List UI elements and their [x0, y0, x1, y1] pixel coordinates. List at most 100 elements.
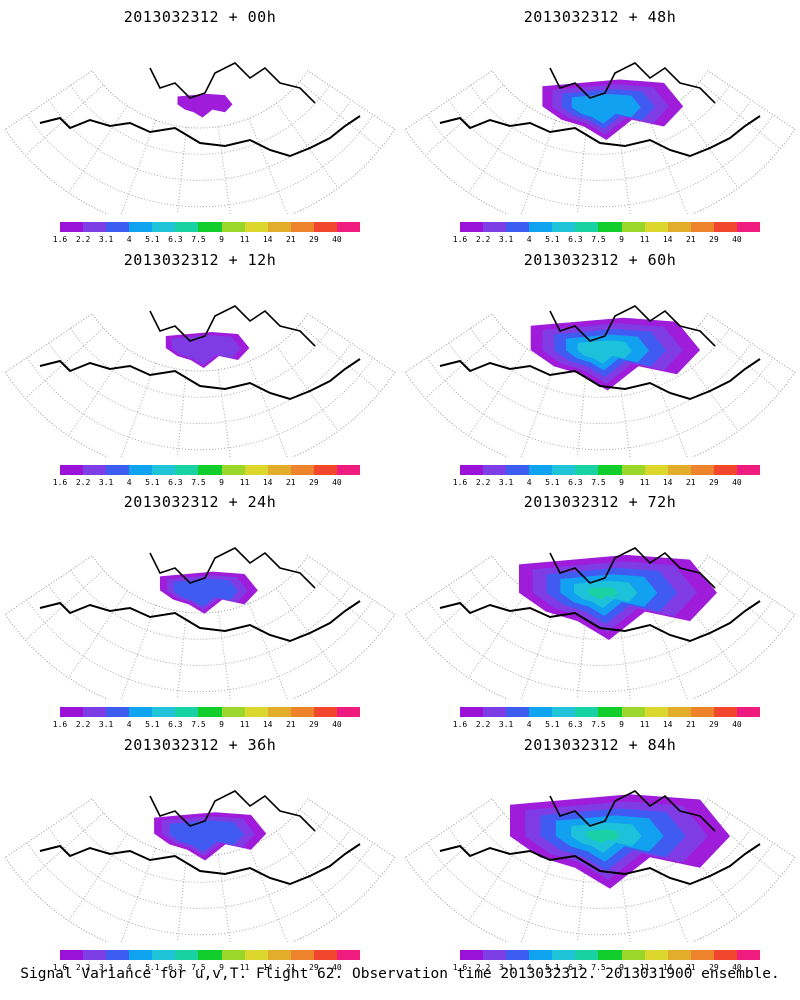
colorbar-tick-label: 21 [285, 720, 296, 729]
colorbar-swatch [313, 465, 337, 475]
colorbar-swatch [336, 222, 361, 232]
colorbar-swatch [598, 222, 622, 232]
variance-map [404, 547, 796, 699]
colorbar-tick-label: 11 [239, 720, 250, 729]
colorbar-swatch [129, 707, 153, 717]
colorbar-swatch [483, 950, 507, 960]
colorbar-tick-label: 40 [332, 720, 342, 729]
panel-title: 2013032312 + 24h [123, 493, 277, 511]
colorbar-swatch [506, 950, 530, 960]
forecast-panel: 2013032312 + 24h 1.6 2.2 3.1 4 5.1 6.3 7.5 9 11 14… [0, 485, 400, 730]
colorbar-tick-label: 11 [639, 235, 650, 244]
colorbar-swatch [244, 950, 268, 960]
colorbar-tick-label: 9 [219, 720, 224, 729]
colorbar-swatch [152, 222, 176, 232]
colorbar-tick-label: 14 [262, 235, 273, 244]
colorbar-tick-label: 4 [126, 720, 132, 729]
colorbar-tick-label: 4 [526, 963, 532, 972]
colorbar-swatch [460, 222, 484, 232]
colorbar-swatch [198, 465, 222, 475]
colorbar-swatch [575, 707, 599, 717]
variance-map [404, 62, 796, 214]
colorbar-swatch [483, 707, 507, 717]
colorbar-swatch [690, 950, 714, 960]
panel-title: 2013032312 + 84h [523, 736, 677, 754]
forecast-panel: 2013032312 + 00h 1.6 2.2 3.1 4 5.1 6.3 7.5 9 11 14… [0, 0, 400, 245]
colorbar-tick-label: 4 [526, 235, 532, 244]
variance-map [4, 790, 396, 942]
colorbar-tick-label: 5.1 [545, 720, 560, 729]
colorbar-swatch [60, 465, 84, 475]
colorbar-tick-label: 21 [685, 963, 696, 972]
colorbar-swatch [175, 222, 199, 232]
colorbar-swatch [713, 950, 737, 960]
colorbar-tick-label: 7.5 [591, 235, 606, 244]
colorbar-swatch [529, 222, 553, 232]
colorbar-tick-label: 9 [619, 235, 624, 244]
panel-title: 2013032312 + 36h [123, 736, 277, 754]
colorbar-tick-label: 2.2 [75, 478, 91, 487]
colorbar-tick-label: 1.6 [52, 478, 68, 487]
colorbar-swatch [460, 950, 484, 960]
colorbar-tick-label: 2.2 [475, 235, 491, 244]
colorbar-swatch [336, 465, 361, 475]
colorbar-labels: 1.6 2.2 3.1 4 5.1 6.3 7.5 9 11 14 21 29 40 [453, 478, 760, 488]
colorbar [460, 465, 761, 475]
colorbar-swatch [598, 950, 622, 960]
colorbar-swatch [106, 222, 130, 232]
colorbar-tick-label: 6.3 [568, 478, 583, 487]
colorbar-swatch [198, 222, 222, 232]
colorbar-swatch [83, 707, 107, 717]
colorbar-tick-label: 29 [709, 235, 719, 244]
colorbar-tick-label: 3.1 [498, 478, 514, 487]
colorbar-swatch [267, 465, 291, 475]
figure-caption: Signal Variance for u,v,T. Flight 62. Ob… [20, 966, 780, 982]
colorbar-swatch [575, 950, 599, 960]
colorbar-swatch [60, 222, 84, 232]
colorbar-tick-label: 14 [662, 478, 673, 487]
colorbar-tick-label: 21 [685, 720, 696, 729]
colorbar-tick-label: 6.3 [568, 720, 583, 729]
colorbar-swatch [129, 465, 153, 475]
colorbar-tick-label: 6.3 [168, 720, 183, 729]
colorbar-swatch [83, 465, 107, 475]
colorbar-tick-label: 2.2 [75, 963, 91, 972]
colorbar-tick-label: 9 [619, 478, 624, 487]
colorbar-tick-label: 40 [332, 235, 342, 244]
colorbar-swatch [244, 465, 268, 475]
colorbar-tick-label: 40 [732, 235, 742, 244]
colorbar-swatch [336, 707, 361, 717]
colorbar-swatch [290, 465, 314, 475]
colorbar-swatch [106, 950, 130, 960]
colorbar-tick-label: 5.1 [145, 963, 160, 972]
colorbar-swatch [552, 222, 576, 232]
colorbar-tick-label: 7.5 [591, 720, 606, 729]
colorbar-swatch [221, 222, 245, 232]
colorbar-labels: 1.6 2.2 3.1 4 5.1 6.3 7.5 9 11 14 21 29 40 [53, 720, 360, 730]
colorbar-tick-label: 7.5 [191, 235, 206, 244]
colorbar-tick-label: 1.6 [452, 478, 468, 487]
colorbar-tick-label: 29 [309, 235, 319, 244]
colorbar-swatch [529, 950, 553, 960]
colorbar-tick-label: 5.1 [145, 235, 160, 244]
colorbar-tick-label: 7.5 [591, 478, 606, 487]
colorbar-labels: 1.6 2.2 3.1 4 5.1 6.3 7.5 9 11 14 21 29 40 [453, 963, 760, 973]
colorbar-tick-label: 2.2 [475, 720, 491, 729]
colorbar-swatch [644, 950, 668, 960]
colorbar-tick-label: 3.1 [98, 235, 114, 244]
colorbar-swatch [713, 222, 737, 232]
colorbar-tick-label: 1.6 [52, 720, 68, 729]
colorbar-swatch [313, 707, 337, 717]
colorbar-tick-label: 21 [285, 478, 296, 487]
colorbar-swatch [152, 707, 176, 717]
forecast-panel: 2013032312 + 84h 1.6 2.2 3.1 4 5.1 6.3 7.5 9 11 14… [400, 728, 800, 973]
colorbar-tick-label: 40 [732, 720, 742, 729]
colorbar-swatch [552, 950, 576, 960]
colorbar-swatch [290, 950, 314, 960]
colorbar-tick-label: 9 [219, 235, 224, 244]
colorbar-tick-label: 4 [526, 478, 532, 487]
variance-map [4, 62, 396, 214]
colorbar-tick-label: 9 [619, 720, 624, 729]
colorbar-tick-label: 11 [639, 963, 650, 972]
colorbar-tick-label: 29 [709, 963, 719, 972]
